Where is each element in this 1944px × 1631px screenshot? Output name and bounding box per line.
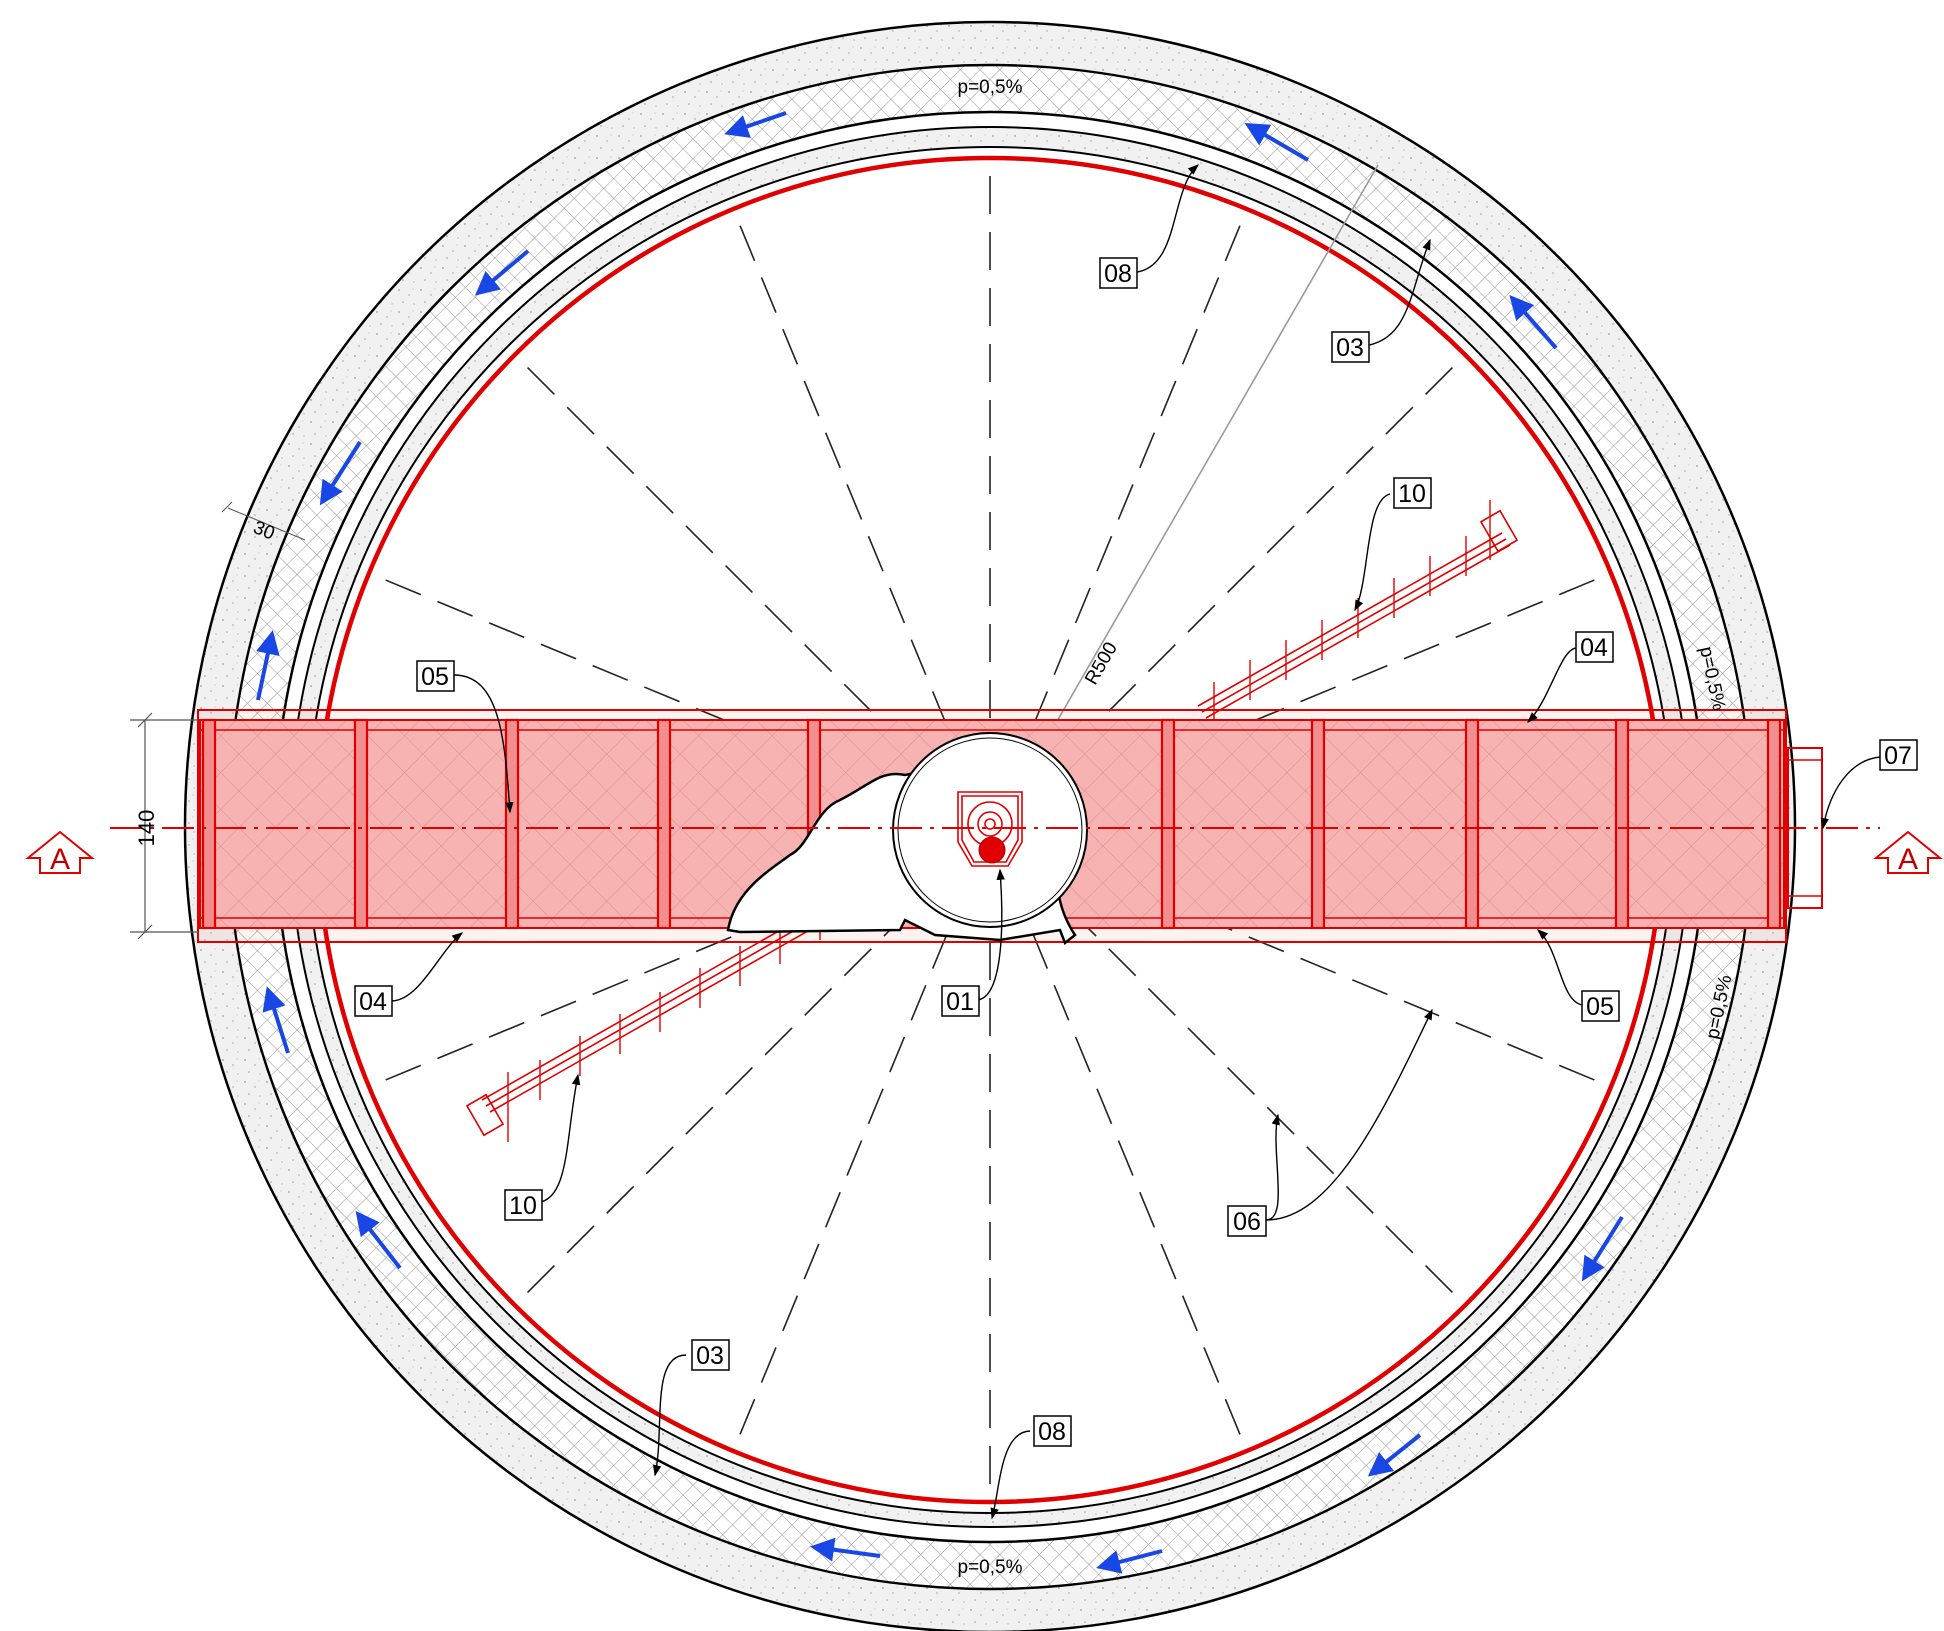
section-arrow-icon-right: A xyxy=(1873,830,1943,876)
callout-label-05-left: 05 xyxy=(416,660,455,692)
callout-label-03-bottom: 03 xyxy=(691,1339,730,1371)
callout-label-07: 07 xyxy=(1879,739,1918,771)
blue-arrow-icon-group xyxy=(256,111,1624,1574)
callout-label-05-right: 05 xyxy=(1581,990,1620,1022)
slope-text-top: p=0,5% xyxy=(958,77,1023,98)
dimension-140-text: 140 xyxy=(134,810,159,847)
svg-text:07: 07 xyxy=(1884,742,1912,770)
center-cutout xyxy=(726,732,1088,946)
callout-label-06: 06 xyxy=(1227,1205,1267,1237)
svg-text:05: 05 xyxy=(1586,993,1614,1021)
scraper-arm-upper xyxy=(1197,500,1519,722)
svg-text:08: 08 xyxy=(1038,1418,1066,1446)
dimension-30 xyxy=(221,501,306,541)
svg-text:06: 06 xyxy=(1233,1208,1261,1236)
svg-text:A: A xyxy=(1898,843,1918,876)
svg-text:08: 08 xyxy=(1104,260,1132,288)
svg-text:01: 01 xyxy=(946,988,974,1016)
svg-text:04: 04 xyxy=(359,988,387,1016)
dimension-140 xyxy=(130,712,198,940)
callout-label-08-top: 08 xyxy=(1099,257,1138,289)
svg-text:04: 04 xyxy=(1580,634,1608,662)
slope-text-bottom: p=0,5% xyxy=(958,1557,1023,1578)
svg-text:03: 03 xyxy=(696,1342,724,1370)
callout-label-03-top: 03 xyxy=(1331,331,1370,363)
callout-label-10-bottom: 10 xyxy=(504,1189,543,1221)
callout-label-01: 01 xyxy=(941,985,980,1017)
svg-text:10: 10 xyxy=(509,1192,537,1220)
callout-label-08-bottom: 08 xyxy=(1033,1415,1072,1447)
svg-text:03: 03 xyxy=(1336,334,1364,362)
callout-label-10-top: 10 xyxy=(1393,477,1432,509)
callout-label-04-right: 04 xyxy=(1575,631,1614,663)
callout-label-04-left: 04 xyxy=(354,985,393,1017)
svg-text:A: A xyxy=(50,843,70,876)
leader-lines xyxy=(391,164,1881,1520)
svg-text:05: 05 xyxy=(421,663,449,691)
section-arrow-icon-left: A xyxy=(25,830,95,876)
svg-text:10: 10 xyxy=(1398,480,1426,508)
